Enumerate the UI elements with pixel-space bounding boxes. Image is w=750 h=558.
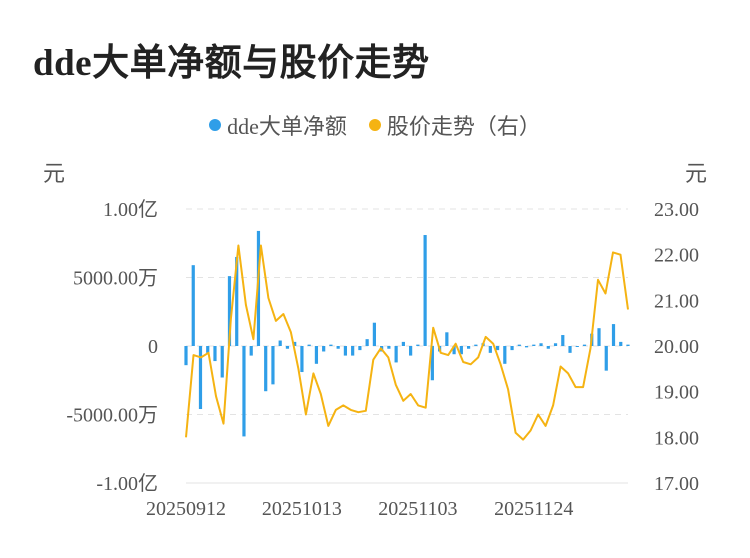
price-line: [185, 244, 629, 441]
dde-bar: [539, 343, 543, 346]
legend-label-dde: dde大单净额: [227, 114, 347, 139]
dde-bar: [474, 344, 478, 346]
dde-bar: [503, 346, 507, 364]
dde-bar: [553, 343, 558, 346]
dde-bar: [517, 344, 521, 346]
dde-bar: [401, 341, 405, 346]
dde-bar: [206, 346, 210, 353]
dde-bar: [430, 346, 434, 381]
right-tick-label: 18.00: [654, 427, 699, 449]
dde-bar: [235, 256, 239, 346]
legend-label-price: 股价走势（右）: [386, 114, 541, 139]
right-tick-label: 19.00: [654, 382, 699, 404]
dde-bar: [561, 335, 565, 346]
dde-bar: [271, 346, 275, 385]
dde-bar: [416, 344, 420, 346]
dde-bar: [300, 346, 304, 373]
dde-bar: [611, 324, 616, 346]
dde-bar: [582, 344, 587, 346]
right-axis-unit: 元: [685, 161, 708, 186]
right-tick-label: 21.00: [654, 290, 699, 312]
chart-title: dde大单净额与股价走势: [33, 43, 430, 84]
dde-bar: [510, 346, 514, 351]
dde-bar: [336, 346, 340, 349]
dde-bar: [242, 346, 246, 437]
dde-bar: [278, 340, 282, 346]
dde-bar: [184, 346, 188, 366]
dde-bar: [264, 346, 268, 392]
dde-bar: [307, 344, 311, 346]
x-tick-label: 20251103: [378, 498, 457, 520]
dde-bar: [343, 346, 348, 356]
left-axis-unit: 元: [43, 161, 66, 186]
dde-bar: [423, 235, 427, 346]
dde-bar: [532, 344, 536, 346]
dde-bar: [198, 346, 203, 410]
dde-bar: [488, 346, 492, 353]
right-tick-label: 23.00: [654, 199, 699, 221]
dde-bar: [227, 276, 232, 346]
dde-bar: [213, 346, 217, 362]
dde-bar: [575, 346, 579, 347]
dde-bar: [387, 346, 391, 349]
dde-bar: [293, 341, 297, 346]
dde-bar: [597, 328, 601, 346]
dde-bar: [314, 346, 319, 364]
dde-bar: [365, 339, 369, 346]
left-tick-label: -5000.00万: [66, 405, 158, 427]
dde-bar: [220, 346, 224, 378]
right-tick-label: 20.00: [654, 336, 699, 358]
legend-item-dde[interactable]: dde大单净额: [209, 109, 347, 141]
legend-item-price[interactable]: 股价走势（右）: [368, 109, 541, 141]
x-tick-label: 20251013: [262, 498, 342, 520]
x-tick-label: 20251124: [494, 498, 573, 520]
dde-bar: [191, 265, 195, 346]
right-tick-label: 17.00: [654, 473, 699, 495]
left-tick-label: 5000.00万: [73, 268, 158, 290]
dde-bar: [619, 341, 623, 346]
dde-bar: [394, 346, 398, 363]
dde-bar: [285, 346, 290, 349]
dde-bar: [358, 346, 362, 351]
dde-bar: [626, 344, 630, 346]
legend-dot-dde: [209, 119, 222, 131]
left-tick-label: -1.00亿: [96, 472, 158, 495]
dde-bar: [466, 346, 471, 349]
dde-bar: [351, 346, 355, 356]
dde-bar: [495, 346, 500, 351]
dde-bar: [546, 346, 550, 349]
right-tick-label: 22.00: [654, 245, 699, 267]
dde-bar: [459, 346, 463, 355]
dde-bar: [372, 322, 376, 346]
dde-bar: [249, 346, 253, 356]
dde-bar: [329, 344, 333, 346]
dde-bar: [452, 346, 456, 355]
dde-bar: [445, 332, 449, 346]
left-tick-label: 0: [148, 336, 158, 358]
dde-bar: [604, 346, 608, 371]
dde-bar: [322, 346, 326, 352]
dde-bar: [568, 346, 572, 353]
dde-bar: [524, 346, 529, 348]
dde-bar: [409, 346, 413, 356]
x-tick-label: 20250912: [146, 498, 226, 520]
left-tick-label: 1.00亿: [103, 198, 158, 221]
legend: dde大单净额 股价走势（右）: [0, 109, 750, 141]
legend-dot-price: [368, 119, 381, 131]
